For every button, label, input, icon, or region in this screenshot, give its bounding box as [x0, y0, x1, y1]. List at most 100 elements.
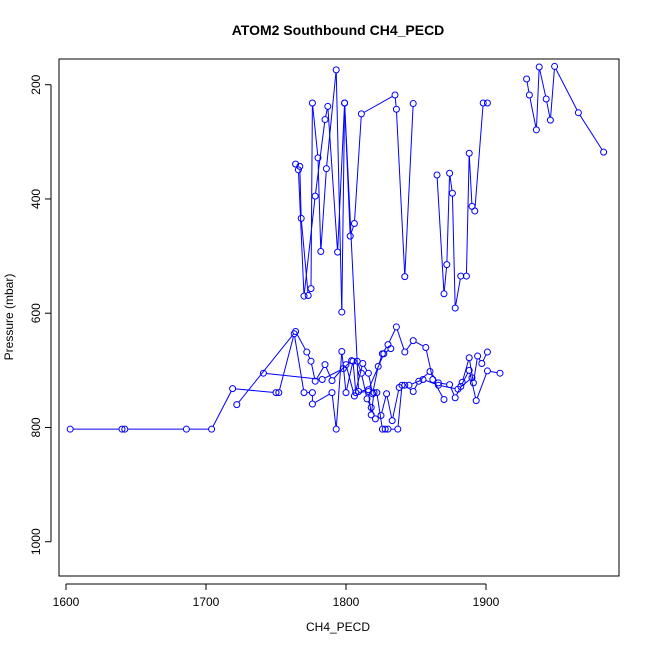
data-point [321, 116, 329, 124]
series-segment [469, 360, 474, 381]
y-axis: 200 400 600 800 1000 [29, 74, 52, 555]
data-point [308, 99, 316, 107]
data-point [391, 91, 399, 99]
data-point [600, 148, 608, 156]
data-point [465, 366, 473, 374]
series-segment [337, 105, 345, 250]
series-segment [298, 172, 305, 294]
data-point [364, 386, 372, 394]
y-axis-label: Pressure (mbar) [2, 274, 16, 361]
data-point [401, 273, 409, 281]
series-segment [476, 373, 487, 398]
series-segment [456, 388, 460, 396]
data-point [383, 390, 391, 398]
series-segment [331, 395, 337, 427]
plot-frame [58, 58, 620, 577]
x-tick-label: 1900 [473, 595, 500, 609]
series-segment [579, 114, 603, 150]
data-point [311, 192, 319, 200]
data-point [535, 63, 543, 71]
series-segment [371, 410, 375, 417]
series-segment [333, 366, 345, 379]
data-point [446, 381, 454, 389]
series-layer [66, 62, 608, 433]
data-point [472, 397, 480, 405]
data-point [292, 327, 300, 335]
series-segment [468, 156, 473, 204]
data-point [377, 411, 385, 419]
data-point [304, 292, 312, 300]
data-point [478, 359, 486, 367]
series-segment [372, 369, 379, 391]
data-point [332, 425, 340, 433]
data-point [542, 95, 550, 103]
series [458, 348, 491, 387]
series-segment [473, 358, 478, 381]
data-point [308, 400, 316, 408]
series-segment [315, 122, 326, 194]
series [66, 330, 476, 433]
series-segment [363, 96, 393, 113]
data-point [307, 357, 315, 365]
series-segment [406, 342, 412, 350]
series-segment [350, 226, 354, 234]
y-tick-label: 400 [29, 189, 43, 209]
data-point [338, 347, 346, 355]
y-tick-label: 800 [29, 417, 43, 437]
series-segment [367, 401, 371, 406]
series-segment [325, 367, 332, 379]
data-point [363, 395, 371, 403]
series-segment [238, 333, 295, 403]
series-segment [490, 370, 498, 374]
series-segment [465, 156, 470, 274]
data-point [465, 149, 473, 157]
data-point [303, 348, 311, 356]
data-point [446, 169, 454, 177]
data-point [357, 110, 365, 118]
data-point [121, 425, 129, 433]
data-point [422, 343, 430, 351]
data-point [451, 394, 459, 402]
data-point [182, 425, 190, 433]
data-point [324, 102, 332, 110]
series-segment [294, 336, 305, 390]
data-point [496, 369, 504, 377]
series-segment [307, 354, 311, 359]
series-segment [335, 354, 343, 427]
series-segment [325, 109, 328, 117]
data-point [328, 377, 336, 385]
series-segment [300, 221, 309, 293]
data-point [440, 395, 448, 403]
series-segment [303, 199, 316, 294]
series-segment [441, 382, 447, 385]
data-point [332, 66, 340, 74]
series-segment [266, 373, 320, 380]
series-segment [443, 267, 448, 291]
data-point [314, 154, 322, 162]
data-point [419, 375, 427, 383]
data-point [66, 425, 74, 433]
series-segment [388, 329, 396, 343]
series-segment [326, 72, 337, 166]
data-point [292, 160, 300, 168]
series-segment [529, 97, 537, 127]
plot-area [58, 58, 620, 577]
data-point [338, 308, 346, 316]
series-segment [376, 395, 383, 427]
data-point [321, 361, 329, 369]
series-segment [539, 69, 547, 97]
data-point [409, 100, 417, 108]
data-point [387, 345, 395, 353]
data-point [394, 425, 402, 433]
data-point [364, 369, 372, 377]
series-segment [324, 369, 341, 379]
series-segment [455, 278, 461, 306]
x-axis-label: CH4_PECD [306, 620, 370, 634]
data-point [415, 377, 423, 385]
data-point [469, 379, 477, 387]
data-point [328, 389, 336, 397]
data-point [300, 389, 308, 397]
series-segment [361, 376, 367, 397]
data-point [483, 367, 491, 375]
